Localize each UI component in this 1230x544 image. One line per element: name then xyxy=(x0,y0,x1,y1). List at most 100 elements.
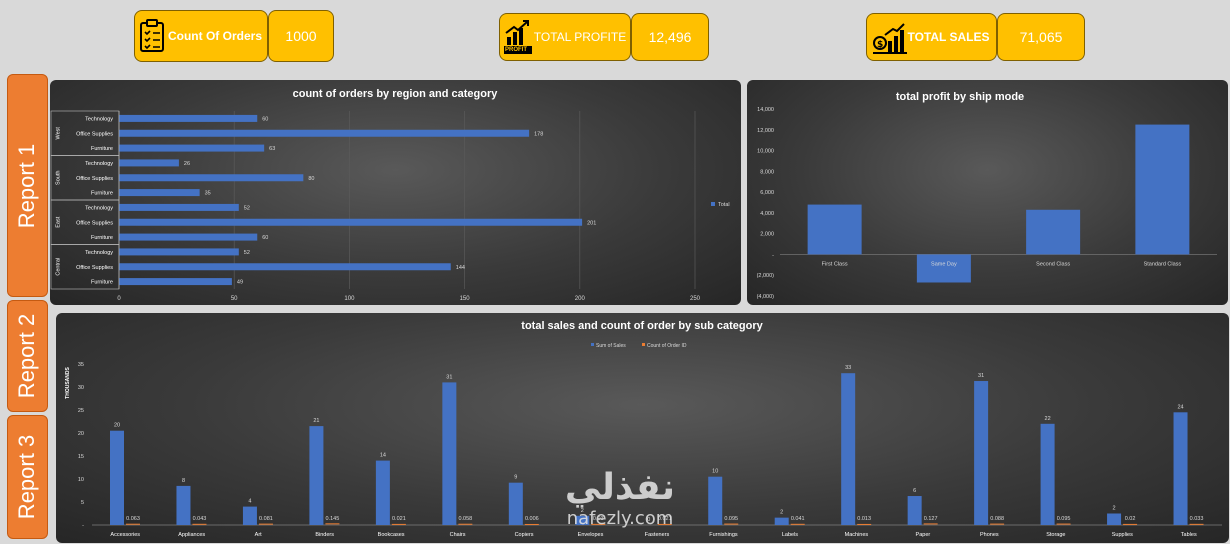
chart-title: total sales and count of order by sub ca… xyxy=(521,320,763,332)
count-bar xyxy=(524,523,539,525)
y-tick-label: 6,000 xyxy=(760,190,774,196)
count-bar xyxy=(923,523,938,525)
bar xyxy=(1135,124,1190,255)
bar xyxy=(119,263,451,271)
count-bar xyxy=(1123,523,1138,525)
sales-bar xyxy=(708,476,723,525)
legend-swatch xyxy=(591,343,594,346)
sales-data-label: 31 xyxy=(446,374,452,380)
sales-data-label: 2 xyxy=(581,508,584,514)
x-tick-label: 200 xyxy=(575,296,586,302)
profit-kpi-card: PROFIT TOTAL PROFITE xyxy=(499,13,631,61)
count-data-label: 0.088 xyxy=(990,516,1004,522)
profit-icon-caption: PROFIT xyxy=(505,47,527,53)
bar xyxy=(119,233,258,241)
count-bar xyxy=(391,523,406,525)
count-data-label: 0.063 xyxy=(126,516,140,522)
y-tick-label: - xyxy=(772,252,774,258)
count-bar xyxy=(591,523,606,525)
clipboard-checklist-icon xyxy=(140,19,164,52)
sales-by-subcategory-chart: total sales and count of order by sub ca… xyxy=(56,313,1229,543)
svg-text:$: $ xyxy=(877,40,883,50)
sales-data-label: 24 xyxy=(1177,404,1183,410)
group-label: West xyxy=(55,127,61,140)
sales-bar xyxy=(110,430,124,525)
bar xyxy=(119,114,258,122)
x-tick-label: 150 xyxy=(460,296,471,302)
category-label: Copiers xyxy=(515,532,534,538)
data-label: 201 xyxy=(587,220,596,226)
category-label: Tables xyxy=(1181,532,1197,538)
profit-kpi-label: TOTAL PROFITE xyxy=(533,30,627,44)
count-data-label: 0.013 xyxy=(857,516,871,522)
y-axis-label: THOUSANDS xyxy=(65,367,71,399)
group-label: East xyxy=(55,216,61,227)
sales-bar xyxy=(1173,412,1188,525)
y-tick-label: 10,000 xyxy=(757,149,774,155)
orders-kpi-card: Count Of Orders xyxy=(134,10,268,62)
x-tick-label: 250 xyxy=(690,296,701,302)
sales-bar xyxy=(774,517,789,525)
tab-report-3[interactable]: Report 3 xyxy=(7,415,48,539)
y-tick-label: 15 xyxy=(78,454,84,460)
data-label: 60 xyxy=(262,235,268,241)
watermark-domain: nafezly.com xyxy=(566,508,674,529)
sales-data-label: 9 xyxy=(514,475,517,481)
profit-kpi-value: 12,496 xyxy=(648,29,692,45)
count-bar xyxy=(990,523,1005,525)
y-tick-label: 25 xyxy=(78,408,84,414)
tab-report-2[interactable]: Report 2 xyxy=(7,300,48,412)
count-data-label: 0.127 xyxy=(924,516,938,522)
data-label: 52 xyxy=(244,250,250,256)
category-label: Binders xyxy=(315,532,334,538)
data-label: 80 xyxy=(308,176,314,182)
y-tick-label: 8,000 xyxy=(760,169,774,175)
data-label: 49 xyxy=(237,280,243,286)
bar xyxy=(916,254,971,283)
category-label: Technology xyxy=(85,205,113,211)
sales-data-label: 14 xyxy=(380,453,386,459)
count-bar xyxy=(1056,523,1071,525)
y-tick-label: 4,000 xyxy=(760,211,774,217)
data-label: 35 xyxy=(205,191,211,197)
sales-data-label: 33 xyxy=(845,365,851,371)
category-label: Paper xyxy=(916,532,931,538)
watermark-logo: نفذلي nafezly.com xyxy=(540,468,700,540)
y-tick-label: 2,000 xyxy=(760,232,774,238)
category-label: Envelopes xyxy=(578,532,604,538)
category-label: Technology xyxy=(85,116,113,122)
sales-bar xyxy=(309,426,324,525)
tab-report-1[interactable]: Report 1 xyxy=(7,74,48,297)
bar xyxy=(807,204,862,255)
sales-bar xyxy=(176,485,191,525)
orders-kpi-label: Count Of Orders xyxy=(167,29,262,43)
sales-data-label: 4 xyxy=(248,499,251,505)
sales-bar xyxy=(974,381,989,525)
count-bar xyxy=(458,523,473,525)
sales-bar xyxy=(242,506,257,525)
category-label: Chairs xyxy=(450,532,466,538)
category-label: Labels xyxy=(782,532,798,538)
category-label: Furniture xyxy=(91,280,113,286)
x-tick-label: 100 xyxy=(344,296,355,302)
sales-bar xyxy=(1040,423,1055,525)
count-bar xyxy=(126,523,140,525)
category-label: Storage xyxy=(1046,532,1065,538)
bar xyxy=(119,278,232,286)
sales-data-label: 20 xyxy=(114,423,120,429)
count-data-label: 0.021 xyxy=(658,516,672,522)
data-label: 60 xyxy=(262,116,268,122)
count-data-label: 0.095 xyxy=(724,516,738,522)
bar xyxy=(119,203,239,211)
count-data-label: 0.006 xyxy=(525,516,539,522)
sales-kpi-value: 71,065 xyxy=(1019,29,1063,45)
legend-label: Sum of Sales xyxy=(596,343,626,349)
data-label: 26 xyxy=(184,161,190,167)
bar xyxy=(119,129,530,137)
count-bar xyxy=(325,523,340,525)
data-label: 178 xyxy=(534,131,543,137)
category-label: Machines xyxy=(845,532,869,538)
bar xyxy=(119,159,179,167)
sales-bar xyxy=(442,382,457,525)
sales-bar xyxy=(1107,513,1122,525)
